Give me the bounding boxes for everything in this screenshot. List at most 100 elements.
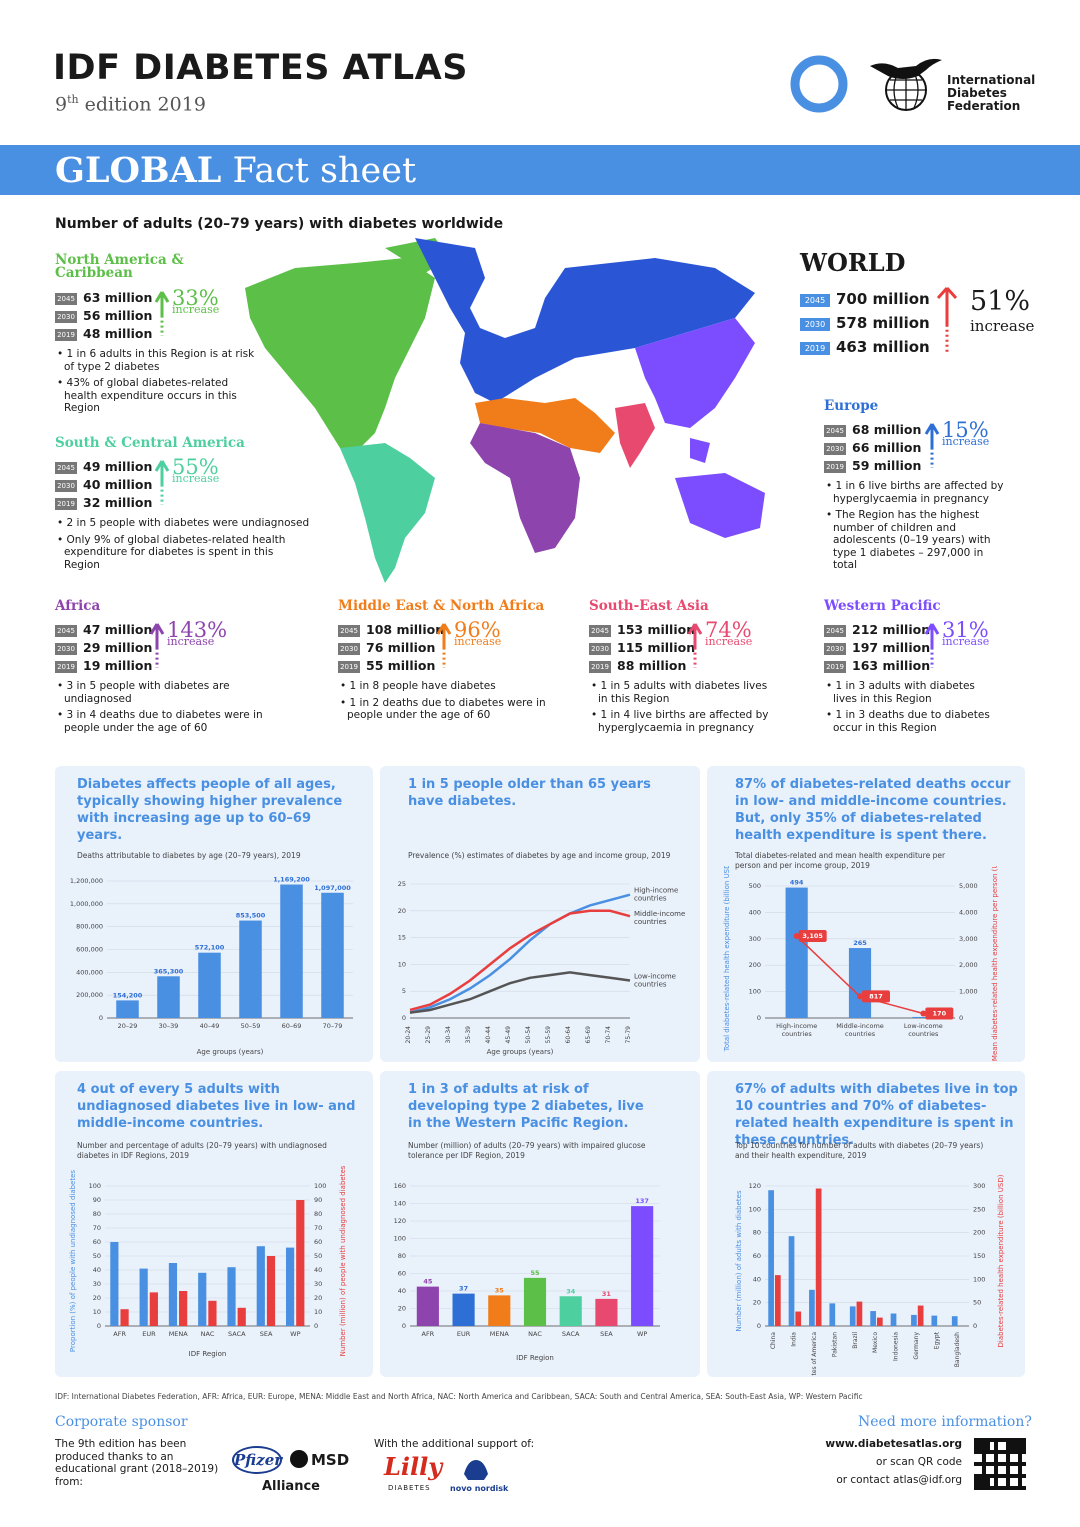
bar-NAC-0 [198,1272,207,1326]
qr-module [994,1470,998,1474]
qr-module [1022,1486,1026,1490]
qr-module [978,1450,982,1454]
card-undiagnosed: 4 out of every 5 adults with undiagnosed… [55,1071,373,1377]
data-label: 45 [423,1278,433,1286]
qr-module [1010,1474,1014,1478]
qr-module [990,1450,994,1454]
qr-module [1022,1442,1026,1446]
qr-module [1006,1450,1010,1454]
sponsor-title: Corporate sponsor [55,1414,188,1430]
region-stat-row: 2045 108 million [338,622,444,637]
tick-label: 40 [753,1275,761,1283]
region-increase-label: increase [942,435,990,448]
tick-label: 140 [394,1200,406,1208]
qr-module [1018,1450,1022,1454]
y2-axis-label: Diabetes-related health expenditure (bil… [997,1174,1005,1347]
qr-module [1010,1446,1014,1450]
blue-circle-logo [790,55,848,113]
region-stat-row: 2019 88 million [589,658,686,673]
bar-9-0 [951,1316,958,1326]
qr-module [978,1478,982,1482]
chart-undiagnosed: 0 0 10 10 20 20 30 30 40 40 50 50 60 60 70 70 80 80 90 90 10… [69,1166,347,1358]
tick-label: 0 [973,1322,977,1330]
pfizer-logo: Pfizer [232,1446,282,1474]
tick-label: 0 [99,1014,103,1022]
card-top10: 67% of adults with diabetes live in top … [707,1071,1025,1377]
series-line [409,971,631,1014]
qr-module [1006,1458,1010,1462]
tick-label: 80 [753,1229,761,1237]
edition-label: 9th edition 2019 [55,93,206,116]
qr-module [978,1438,982,1442]
data-label: 265 [853,939,867,947]
bar-AFR-1 [120,1309,129,1326]
data-label: 853,500 [236,912,266,920]
tick-label: 20 [398,907,406,915]
tick-label: 60 [93,1238,101,1246]
tick-label: 30 [314,1280,322,1288]
category-label: Middle-income [836,1022,884,1030]
qr-module [994,1478,998,1482]
category-label: countries [782,1030,813,1038]
qr-module [998,1462,1002,1466]
map-region-afr [470,423,580,553]
tick-label: 300 [749,935,761,943]
tick-label: 10 [93,1308,101,1316]
tick-label: 600,000 [76,946,103,954]
bar-SEA [595,1298,618,1326]
tick-label: 0 [402,1322,406,1330]
website-link[interactable]: www.diabetesatlas.org [825,1438,962,1450]
x-axis-label: IDF Region [189,1350,227,1358]
bar-AFR [416,1286,439,1326]
qr-code[interactable] [974,1438,1026,1490]
category-label: 40–49 [200,1022,220,1030]
region-name: Africa [55,598,101,614]
qr-module [1022,1462,1026,1466]
bar-SEA-0 [256,1246,265,1326]
qr-module [1018,1442,1022,1446]
tick-label: 50 [973,1299,981,1307]
tick-label: 200 [749,961,761,969]
x-axis-label: Age groups (years) [197,1048,264,1056]
category-label: Indonesia [893,1332,900,1361]
region-pct: 96% [454,618,501,642]
category-label: SACA [562,1330,580,1338]
tick-label: 80 [93,1210,101,1218]
qr-module [1014,1462,1018,1466]
tick-label: 0 [959,1014,963,1022]
category-label: Bangladesh [954,1332,961,1367]
tick-label: 0 [757,1322,761,1330]
category-label: China [770,1332,777,1349]
region-stat-row: 2019 32 million [55,495,152,510]
increase-arrow-icon [687,622,703,668]
msd-logo: MSD [290,1450,349,1469]
qr-module [1018,1454,1022,1458]
qr-module [1006,1442,1010,1446]
bar-SACA [559,1296,582,1326]
contact-link[interactable]: or contact atlas@idf.org [836,1474,962,1486]
tick-label: 70 [314,1224,322,1232]
qr-module [986,1474,990,1478]
tick-label: 100 [749,1205,761,1213]
bar-WP-1 [296,1200,305,1326]
region-pct: 15% [942,418,989,442]
region-stat-row: 2019 59 million [824,458,921,473]
qr-module [1002,1462,1006,1466]
qr-module [1018,1482,1022,1486]
qr-module [990,1474,994,1478]
bar-4-0 [849,1306,856,1326]
region-bullet: • 3 in 4 deaths due to diabetes were in … [57,709,263,734]
tick-label: 40 [398,1287,406,1295]
tick-label: 800,000 [76,923,103,931]
series-label: countries [634,980,667,988]
bar-MENA-1 [179,1291,188,1326]
tick-label: 250 [973,1205,985,1213]
qr-module [1018,1438,1022,1442]
region-increase-label: increase [705,635,753,648]
qr-module [994,1466,998,1470]
region-bullet: • 43% of global diabetes-related health … [57,377,237,414]
tick-label: 120 [394,1217,406,1225]
increase-arrow-icon [936,286,958,354]
bar-2-0 [809,1289,815,1326]
global-fact-sheet-banner: GLOBAL Fact sheet [0,145,1080,195]
